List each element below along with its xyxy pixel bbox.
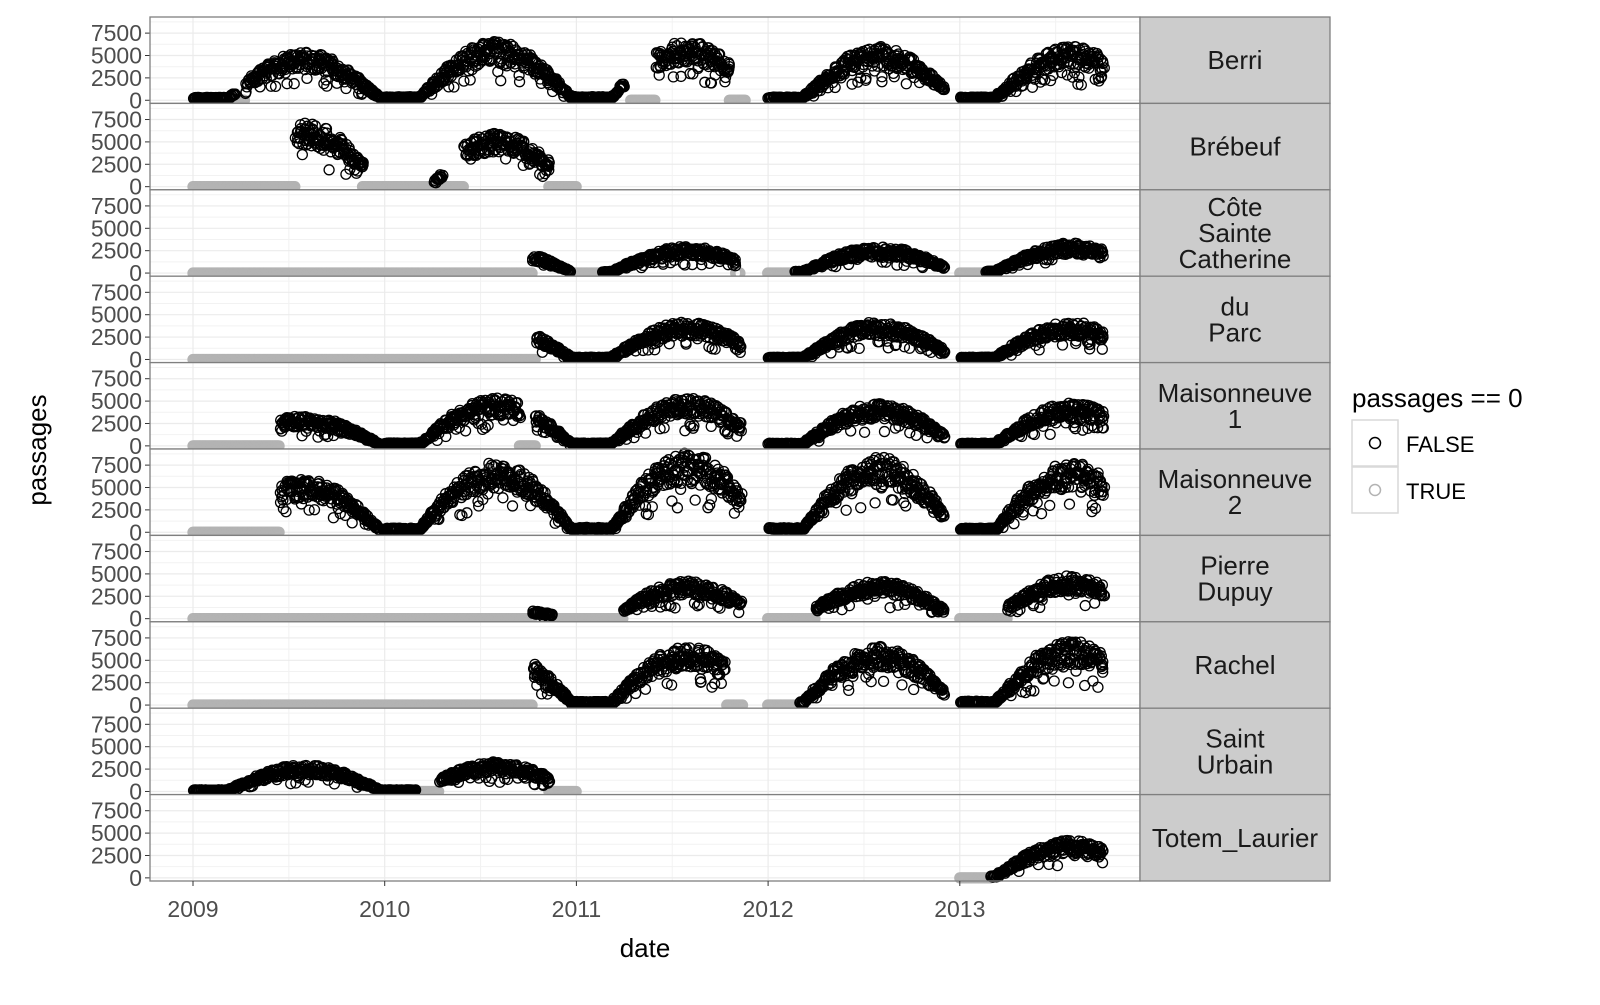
facet-strip-label-line: Parc <box>1208 317 1261 347</box>
panel-background <box>150 363 1140 449</box>
y-tick-label: 5000 <box>91 42 142 68</box>
facet-strip-label-line: Brébeuf <box>1189 132 1281 162</box>
facet-strip-label: Brébeuf <box>1189 132 1281 162</box>
y-tick-label: 5000 <box>91 388 142 414</box>
legend: passages == 0 FALSE TRUE <box>1352 383 1523 513</box>
y-tick-label: 5000 <box>91 302 142 328</box>
legend-title: passages == 0 <box>1352 383 1523 413</box>
y-axis-title: passages <box>22 394 52 505</box>
facet-strip-label-line: Catherine <box>1179 244 1292 274</box>
y-tick-label: 7500 <box>91 193 142 219</box>
x-axis-title: date <box>620 933 671 963</box>
y-tick-label: 7500 <box>91 107 142 133</box>
y-tick-label: 7500 <box>91 20 142 46</box>
y-tick-label: 7500 <box>91 366 142 392</box>
y-tick-label: 5000 <box>91 215 142 241</box>
legend-label-false: FALSE <box>1406 432 1474 457</box>
y-tick-label: 2500 <box>91 238 142 264</box>
facet-strip-label: Berri <box>1208 45 1263 75</box>
y-tick-label: 7500 <box>91 279 142 305</box>
y-tick-label: 2500 <box>91 151 142 177</box>
y-tick-label: 2500 <box>91 324 142 350</box>
legend-key-false <box>1352 420 1398 466</box>
legend-label-true: TRUE <box>1406 479 1466 504</box>
y-tick-label: 2500 <box>91 410 142 436</box>
y-tick-label: 2500 <box>91 65 142 91</box>
facet-strip-label-line: Berri <box>1208 45 1263 75</box>
legend-key-true <box>1352 467 1398 513</box>
panel-background <box>150 276 1140 362</box>
y-tick-label: 5000 <box>91 129 142 155</box>
